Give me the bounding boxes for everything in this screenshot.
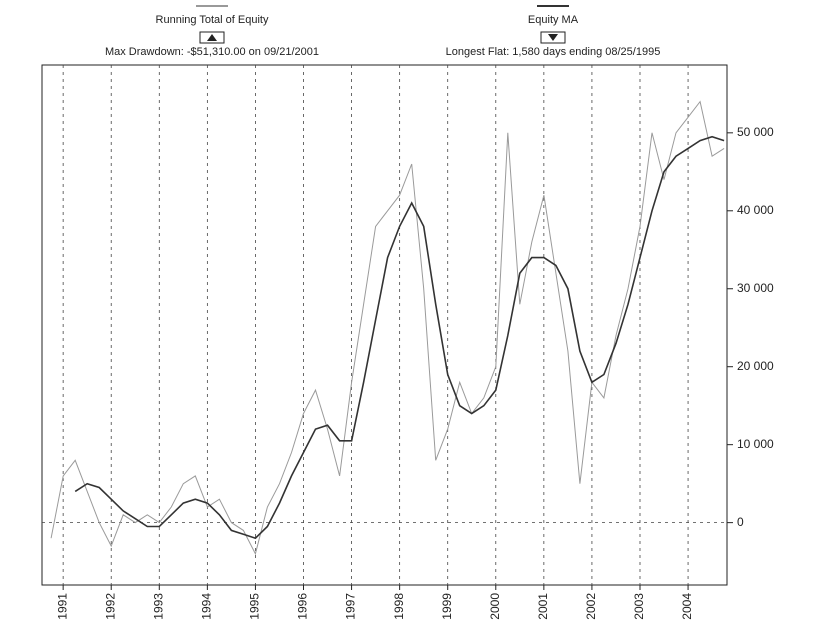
x-tick-label: 1996	[296, 593, 310, 620]
x-tick-label: 2004	[680, 593, 694, 620]
x-tick-label: 1992	[103, 593, 117, 620]
x-tick-label: 1993	[151, 593, 165, 620]
series-line	[50, 100, 725, 556]
x-tick-label: 2000	[488, 593, 502, 620]
x-tick-label: 2002	[584, 593, 598, 620]
x-tick-label: 1991	[55, 593, 69, 620]
y-tick-label: 40 000	[737, 203, 774, 217]
legend-label: Equity MA	[528, 14, 579, 26]
x-tick-label: 1995	[248, 593, 262, 620]
x-tick-label: 1998	[392, 593, 406, 620]
x-tick-label: 1999	[440, 593, 454, 620]
legend-icon	[540, 31, 566, 44]
legend-icon	[548, 34, 558, 41]
y-tick-label: 20 000	[737, 359, 774, 373]
series-line	[74, 135, 725, 540]
x-tick-label: 1994	[200, 593, 214, 620]
x-tick-label: 1997	[344, 593, 358, 620]
x-tick-label: 2001	[536, 593, 550, 620]
y-tick-label: 10 000	[737, 437, 774, 451]
plot-frame	[41, 64, 728, 586]
y-tick-label: 50 000	[737, 125, 774, 139]
legend-annotation: Max Drawdown: -$51,310.00 on 09/21/2001	[105, 46, 319, 58]
legend-annotation: Longest Flat: 1,580 days ending 08/25/19…	[446, 46, 661, 58]
legend-icon	[199, 31, 225, 44]
legend-label: Running Total of Equity	[156, 14, 269, 26]
x-tick-label: 2003	[632, 593, 646, 620]
y-tick-label: 0	[737, 515, 744, 529]
legend-icon	[207, 34, 217, 41]
y-tick-label: 30 000	[737, 281, 774, 295]
